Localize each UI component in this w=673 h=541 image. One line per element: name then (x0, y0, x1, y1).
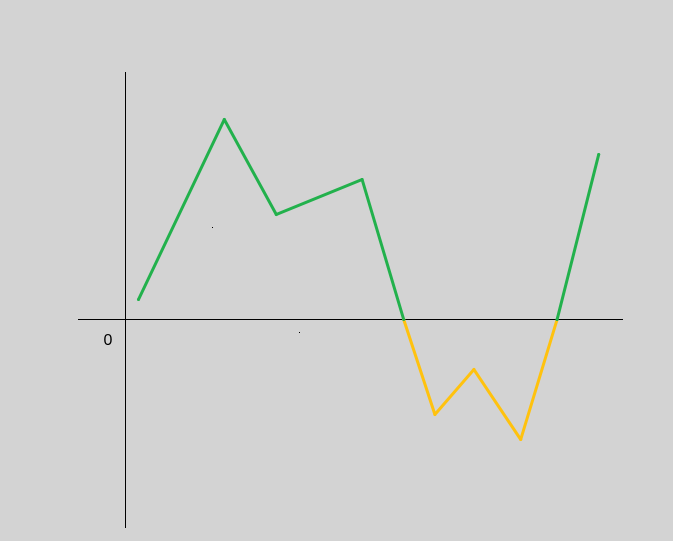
data-point (222, 118, 226, 121)
series-segment-positive (555, 153, 601, 321)
data-point (360, 178, 364, 181)
series-segment-negative (433, 368, 476, 416)
y-tick-label-zero: 0 (104, 332, 113, 349)
data-point (433, 413, 437, 416)
data-point (137, 298, 140, 301)
series-segment-positive (274, 178, 364, 216)
stray-dot (212, 227, 213, 228)
data-point (402, 318, 406, 321)
series-layer (137, 118, 601, 441)
stray-dot (299, 332, 300, 333)
data-point (274, 213, 278, 216)
series-segment-positive (360, 178, 406, 321)
data-point (597, 153, 601, 156)
series-segment-positive (137, 118, 226, 301)
series-segment-negative (519, 318, 559, 441)
series-segment-positive (222, 118, 278, 216)
series-segment-negative (402, 318, 437, 416)
data-point (555, 318, 559, 321)
data-point (519, 438, 523, 441)
data-point (472, 368, 476, 371)
series-segment-negative (472, 368, 523, 441)
